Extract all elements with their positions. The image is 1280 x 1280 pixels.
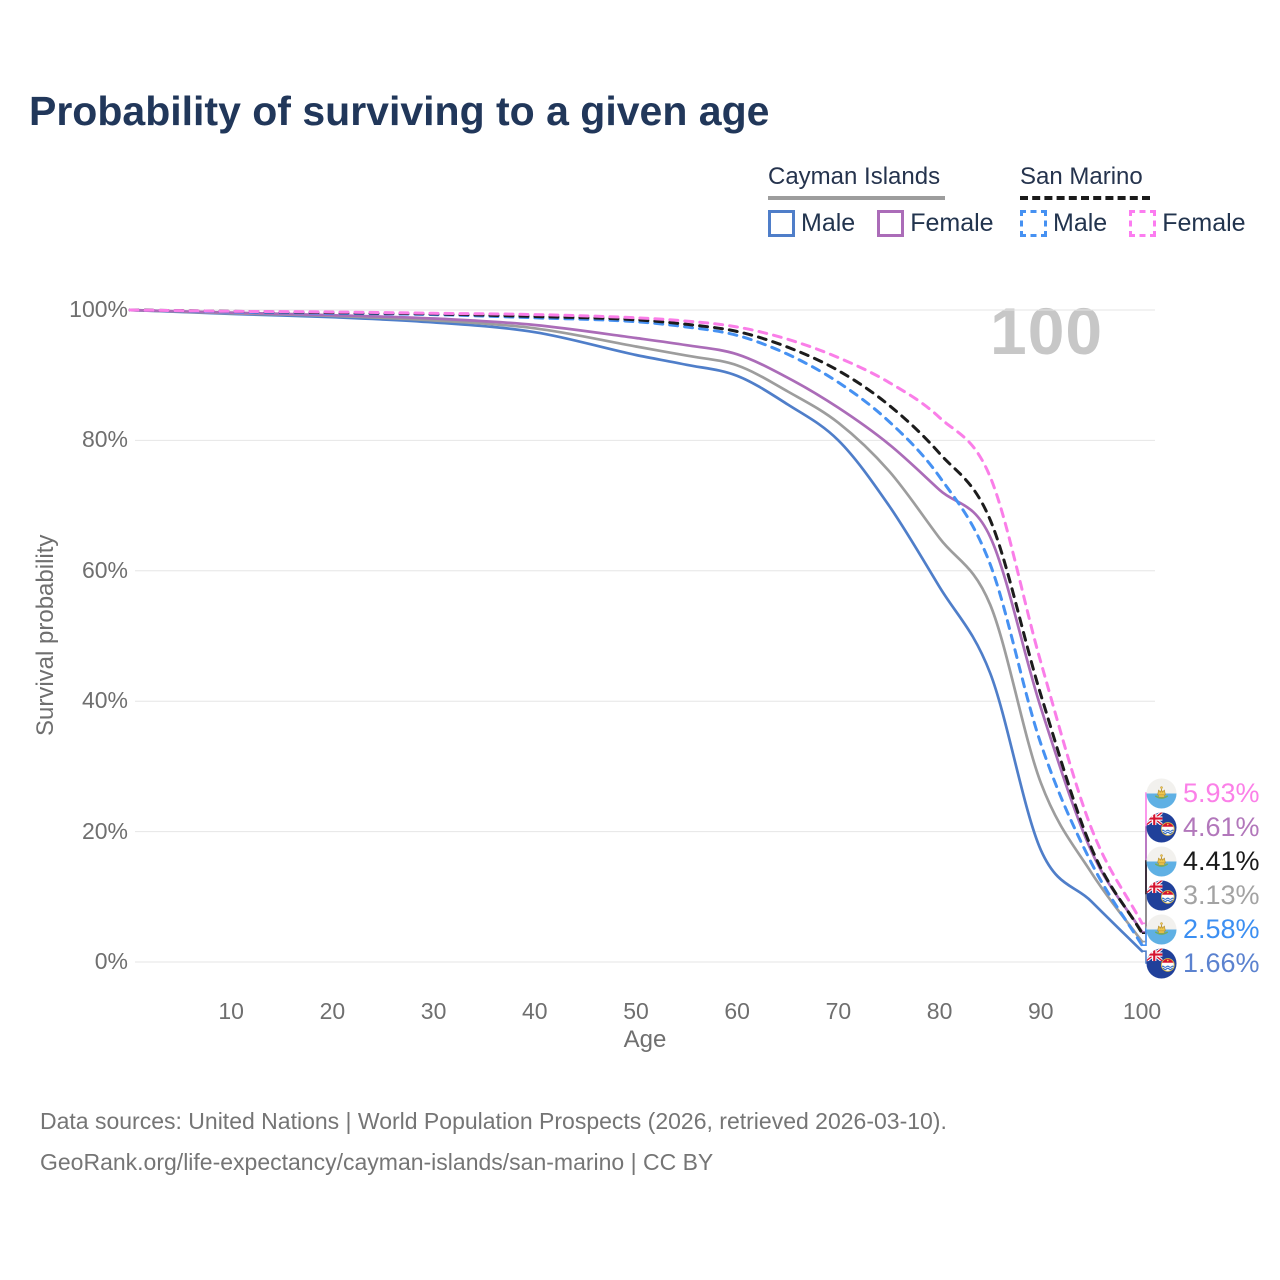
x-tick-30: 30 (420, 998, 447, 1024)
page-title: Probability of surviving to a given age (29, 88, 770, 134)
end-value-cayman-islands-female: 4.61% (1183, 812, 1260, 842)
end-label-cayman-islands-total: 3.13% (1146, 879, 1260, 911)
age-hover-watermark: 100 (990, 294, 1104, 368)
end-label-san-marino-male: 2.58% (1146, 913, 1260, 945)
x-tick-40: 40 (522, 998, 548, 1024)
curve-san-marino-female[interactable] (128, 308, 1144, 925)
legend-label-san-marino-female[interactable]: Female (1162, 209, 1246, 237)
legend-underline-cayman-total (768, 196, 945, 200)
legend-swatch-san-marino-male[interactable] (1020, 210, 1047, 237)
curve-san-marino-male[interactable] (128, 308, 1144, 947)
end-value-cayman-islands-male: 1.66% (1183, 948, 1260, 978)
legend-group-cayman-islands: Cayman Islands Male Female (768, 163, 1016, 238)
y-tick-100%: 100% (69, 296, 128, 322)
end-label-san-marino-total: 4.41% (1146, 845, 1260, 877)
legend-title-san-marino[interactable]: San Marino (1020, 163, 1143, 190)
legend-underline-san-marino-total (1020, 196, 1150, 200)
end-value-san-marino-male: 2.58% (1183, 914, 1260, 944)
legend-title-cayman-islands[interactable]: Cayman Islands (768, 163, 941, 190)
y-tick-0%: 0% (94, 948, 128, 974)
end-label-cayman-islands-female: 4.61% (1146, 811, 1260, 843)
source-line-2: GeoRank.org/life-expectancy/cayman-islan… (40, 1149, 714, 1175)
y-tick-80%: 80% (81, 426, 128, 453)
end-value-san-marino-female: 5.93% (1183, 778, 1260, 808)
end-label-cayman-islands-male: 1.66% (1146, 947, 1260, 979)
legend-label-san-marino-male[interactable]: Male (1053, 209, 1108, 237)
cayman-islands-flag-icon (1146, 811, 1177, 843)
y-tick-40%: 40% (81, 687, 128, 714)
san-marino-flag-icon (1146, 913, 1177, 945)
x-tick-60: 60 (724, 998, 750, 1024)
x-tick-10: 10 (218, 998, 244, 1024)
x-tick-100: 100 (1122, 998, 1162, 1024)
end-value-san-marino-total: 4.41% (1183, 846, 1260, 876)
cayman-islands-flag-icon (1146, 947, 1177, 979)
legend-swatch-cayman-male[interactable] (768, 210, 795, 237)
curve-cayman-islands-male[interactable] (128, 308, 1144, 953)
x-tick-90: 90 (1028, 998, 1054, 1024)
x-tick-80: 80 (926, 998, 953, 1024)
x-tick-50: 50 (623, 998, 649, 1024)
legend-label-cayman-female[interactable]: Female (910, 209, 994, 237)
end-value-cayman-islands-total: 3.13% (1183, 880, 1260, 910)
legend-swatch-cayman-female[interactable] (877, 210, 905, 237)
cayman-islands-flag-icon (1146, 879, 1177, 911)
legend-label-cayman-male[interactable]: Male (801, 209, 856, 237)
curve-san-marino-total[interactable] (128, 308, 1144, 935)
legend-group-san-marino: San Marino Male Female (1020, 163, 1268, 238)
curve-cayman-islands-total[interactable] (128, 308, 1144, 943)
y-tick-60%: 60% (81, 556, 128, 583)
curve-cayman-islands-female[interactable] (128, 308, 1144, 934)
legend-swatch-san-marino-female[interactable] (1129, 210, 1157, 237)
x-tick-20: 20 (319, 998, 346, 1024)
y-tick-20%: 20% (81, 817, 128, 844)
san-marino-flag-icon (1146, 845, 1177, 877)
x-tick-70: 70 (825, 998, 852, 1024)
source-line-1: Data sources: United Nations | World Pop… (40, 1108, 947, 1134)
x-axis-title: Age (623, 1026, 667, 1053)
end-label-san-marino-female: 5.93% (1146, 777, 1260, 809)
san-marino-flag-icon (1146, 777, 1177, 809)
